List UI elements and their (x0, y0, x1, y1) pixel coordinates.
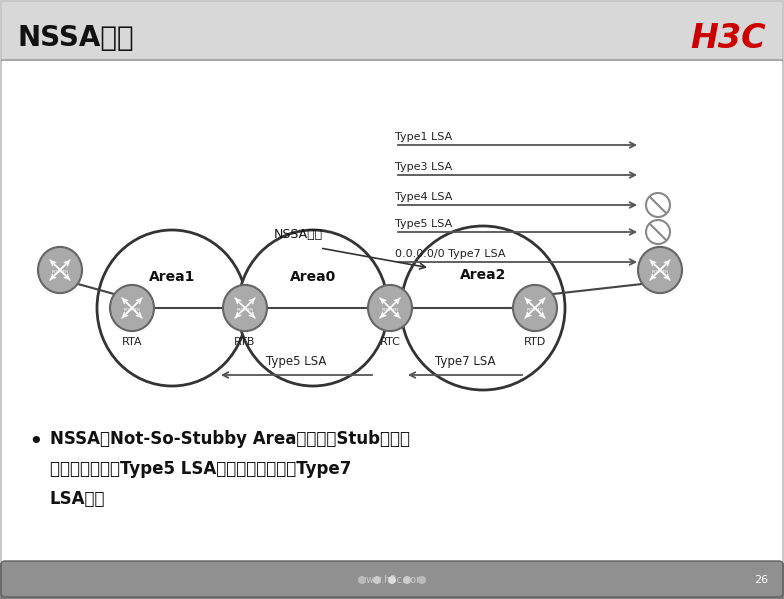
Text: H3C: H3C (691, 22, 766, 55)
Ellipse shape (97, 230, 247, 386)
Text: ROUTER: ROUTER (52, 270, 68, 274)
Text: ROUTER: ROUTER (526, 308, 543, 312)
Text: Type7 LSA: Type7 LSA (435, 355, 495, 368)
Circle shape (403, 576, 411, 584)
Text: Area2: Area2 (459, 268, 506, 282)
Text: ROUTER: ROUTER (652, 270, 669, 274)
Text: NSSA区域: NSSA区域 (274, 228, 322, 241)
Text: ROUTER: ROUTER (237, 308, 253, 312)
Ellipse shape (223, 285, 267, 331)
Ellipse shape (110, 285, 154, 331)
Text: RTA: RTA (122, 337, 142, 347)
Text: Area0: Area0 (290, 270, 336, 284)
Text: NSSA区域: NSSA区域 (18, 24, 135, 52)
Ellipse shape (238, 230, 388, 386)
Text: Type3 LSA: Type3 LSA (395, 162, 452, 172)
Bar (2, 2, 782, 60)
Ellipse shape (401, 226, 565, 390)
Text: www.h3c.com: www.h3c.com (358, 575, 426, 585)
Bar (0, 563, 784, 599)
Text: NSSA（Not-So-Stubby Area）区域是Stub区域的: NSSA（Not-So-Stubby Area）区域是Stub区域的 (50, 430, 410, 448)
Circle shape (358, 576, 366, 584)
Text: Type5 LSA: Type5 LSA (266, 355, 326, 368)
Text: ROUTER: ROUTER (123, 308, 140, 312)
Circle shape (388, 576, 396, 584)
Ellipse shape (368, 285, 412, 331)
Text: Type1 LSA: Type1 LSA (395, 132, 452, 142)
Ellipse shape (638, 247, 682, 293)
Ellipse shape (513, 285, 557, 331)
Text: RTC: RTC (379, 337, 401, 347)
Circle shape (418, 576, 426, 584)
Text: RTB: RTB (234, 337, 256, 347)
Text: •: • (28, 430, 43, 454)
Text: LSA注入: LSA注入 (50, 490, 106, 508)
Text: RTD: RTD (524, 337, 546, 347)
Circle shape (373, 576, 381, 584)
Text: ROUTER: ROUTER (382, 308, 398, 312)
Text: Type4 LSA: Type4 LSA (395, 192, 452, 202)
Text: Type5 LSA: Type5 LSA (395, 219, 452, 229)
Ellipse shape (38, 247, 82, 293)
Text: 变形，也不允许Type5 LSA注入，但可以允许Type7: 变形，也不允许Type5 LSA注入，但可以允许Type7 (50, 460, 351, 478)
Text: Area1: Area1 (149, 270, 195, 284)
FancyBboxPatch shape (1, 561, 783, 597)
Text: 26: 26 (754, 575, 768, 585)
Text: 0.0.0.0/0 Type7 LSA: 0.0.0.0/0 Type7 LSA (395, 249, 506, 259)
